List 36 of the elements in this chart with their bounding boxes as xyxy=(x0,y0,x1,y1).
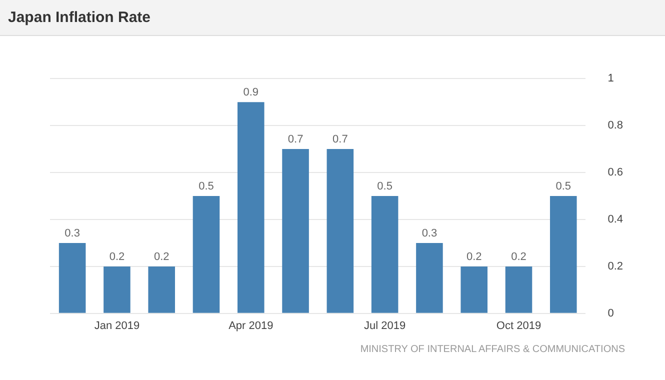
data-label: 0.2 xyxy=(109,250,125,263)
bar xyxy=(550,196,577,313)
bar xyxy=(148,266,175,313)
data-label: 0.3 xyxy=(64,227,80,240)
data-label: 0.2 xyxy=(511,250,526,263)
bar xyxy=(282,149,309,313)
bar xyxy=(104,266,130,313)
y-tick-label: 0.4 xyxy=(608,214,624,226)
y-tick-label: 0.2 xyxy=(608,260,624,272)
data-label: 0.5 xyxy=(377,180,392,193)
x-tick-label: Jan 2019 xyxy=(94,320,140,332)
bar xyxy=(371,196,398,313)
y-tick-label: 0.8 xyxy=(608,120,624,132)
data-label: 0.5 xyxy=(556,180,572,193)
data-label: 0.2 xyxy=(466,250,482,263)
text: MINISTRY OF INTERNAL AFFAIRS & COMMUNICATIONS xyxy=(360,344,625,355)
y-tick-label: 0 xyxy=(608,307,614,320)
bar xyxy=(238,102,264,313)
bar xyxy=(58,242,86,313)
chart-title: Japan Inflation Rate xyxy=(0,0,665,36)
data-label: 0.7 xyxy=(332,134,348,146)
x-tick-label: Apr 2019 xyxy=(228,320,274,332)
bar xyxy=(460,266,488,313)
bar xyxy=(505,266,532,313)
data-label: 0.9 xyxy=(243,86,259,99)
bar xyxy=(416,242,443,313)
data-label: 0.5 xyxy=(198,180,214,193)
bar xyxy=(192,196,220,313)
y-tick-label: 0.6 xyxy=(608,166,624,179)
data-label: 0.7 xyxy=(288,134,304,146)
y-tick-label: 1 xyxy=(608,72,614,85)
bar xyxy=(326,149,354,313)
x-tick-label: Oct 2019 xyxy=(496,320,542,332)
x-tick-label: Jul 2019 xyxy=(364,320,406,332)
data-label: 0.3 xyxy=(422,227,438,240)
data-label: 0.2 xyxy=(154,250,170,263)
